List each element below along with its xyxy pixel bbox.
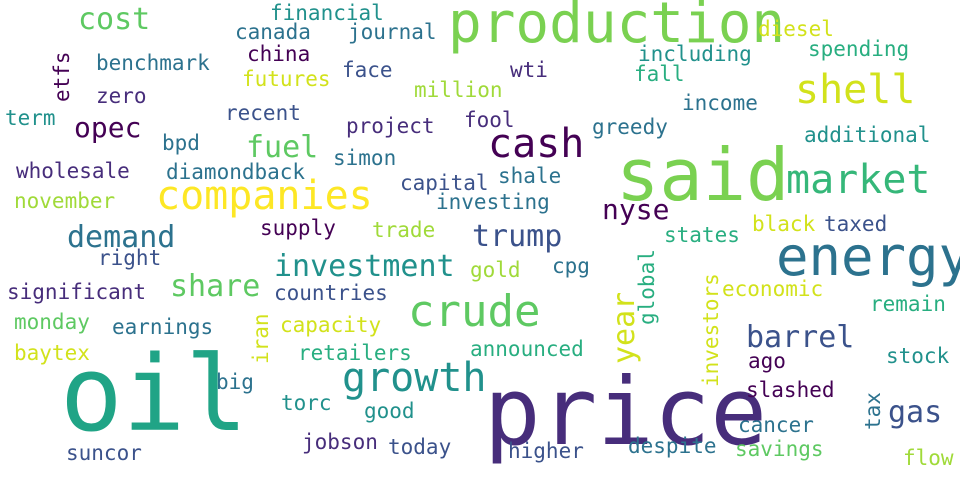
word-fuel: fuel — [246, 130, 319, 165]
word-significant: significant — [7, 280, 147, 304]
word-wti: wti — [510, 58, 548, 82]
word-good: good — [364, 399, 415, 423]
word-recent: recent — [225, 101, 301, 125]
word-shale: shale — [498, 164, 562, 188]
word-barrel: barrel — [746, 320, 855, 355]
word-trump: trump — [472, 219, 563, 254]
word-term: term — [5, 106, 56, 130]
word-tax: tax — [861, 392, 885, 430]
word-countries: countries — [274, 281, 388, 305]
word-fool: fool — [464, 108, 515, 132]
word-retailers: retailers — [298, 341, 412, 365]
word-remain: remain — [870, 292, 946, 316]
word-opec: opec — [74, 111, 142, 144]
word-benchmark: benchmark — [96, 51, 210, 75]
word-companies: companies — [156, 173, 373, 219]
word-share: share — [170, 269, 261, 304]
word-capital: capital — [400, 171, 489, 195]
word-additional: additional — [804, 123, 931, 147]
word-jobson: jobson — [302, 430, 378, 454]
word-greedy: greedy — [592, 115, 668, 139]
word-energy: energy — [776, 225, 960, 288]
word-said: said — [616, 133, 790, 217]
word-spending: spending — [808, 37, 910, 61]
word-investors: investors — [699, 273, 723, 387]
word-right: right — [98, 246, 162, 270]
word-million: million — [414, 78, 503, 102]
word-savings: savings — [735, 437, 824, 461]
word-black: black — [752, 212, 816, 236]
word-income: income — [682, 91, 758, 115]
word-today: today — [388, 435, 452, 459]
word-flow: flow — [903, 446, 954, 470]
word-including: including — [638, 42, 752, 66]
word-diamondback: diamondback — [166, 160, 306, 184]
word-growth: growth — [342, 355, 487, 401]
word-china: china — [247, 42, 311, 66]
word-despite: despite — [628, 434, 717, 458]
word-big: big — [216, 370, 254, 394]
word-bpd: bpd — [162, 131, 200, 155]
word-project: project — [346, 114, 435, 138]
word-suncor: suncor — [66, 441, 142, 465]
word-investment: investment — [274, 249, 455, 284]
word-capacity: capacity — [280, 313, 382, 337]
word-earnings: earnings — [112, 315, 214, 339]
word-global: global — [635, 249, 659, 325]
word-financial: financial — [270, 1, 384, 25]
word-journal: journal — [348, 20, 437, 44]
word-investing: investing — [436, 190, 550, 214]
word-price: price — [484, 358, 767, 467]
word-canada: canada — [235, 20, 311, 44]
word-oil: oil — [60, 333, 248, 455]
word-gas: gas — [888, 395, 943, 430]
word-stock: stock — [886, 344, 950, 368]
word-futures: futures — [242, 67, 331, 91]
word-cash: cash — [488, 121, 585, 167]
word-monday: monday — [14, 310, 90, 334]
word-gold: gold — [470, 258, 521, 282]
word-states: states — [664, 223, 740, 247]
word-cpg: cpg — [552, 254, 590, 278]
word-market: market — [786, 157, 931, 203]
word-higher: higher — [508, 439, 584, 463]
word-production: production — [448, 0, 786, 56]
word-wholesale: wholesale — [16, 159, 130, 183]
word-ago: ago — [748, 349, 786, 373]
word-zero: zero — [96, 84, 147, 108]
word-diesel: diesel — [758, 17, 834, 41]
word-supply: supply — [260, 216, 336, 240]
word-etfs: etfs — [50, 51, 74, 102]
word-crude: crude — [408, 286, 541, 337]
word-trade: trade — [372, 218, 436, 242]
word-announced: announced — [470, 337, 584, 361]
word-face: face — [342, 58, 393, 82]
word-torc: torc — [281, 391, 332, 415]
word-demand: demand — [67, 220, 176, 255]
word-shell: shell — [795, 67, 916, 113]
word-taxed: taxed — [824, 212, 888, 236]
word-fall: fall — [634, 62, 685, 86]
word-cancer: cancer — [738, 413, 814, 437]
word-cost: cost — [78, 2, 151, 37]
word-economic: economic — [722, 277, 824, 301]
word-baytex: baytex — [14, 341, 90, 365]
word-slashed: slashed — [746, 378, 835, 402]
word-november: november — [14, 189, 116, 213]
word-nyse: nyse — [602, 193, 670, 226]
word-iran: iran — [249, 313, 273, 364]
word-simon: simon — [333, 146, 397, 170]
